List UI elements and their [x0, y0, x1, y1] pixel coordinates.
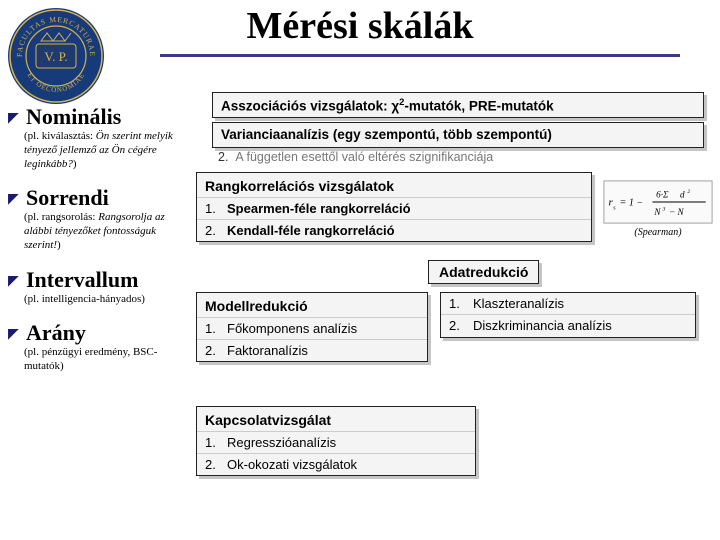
- row-number: 1.: [205, 435, 227, 450]
- scale-name: Sorrendi: [26, 185, 109, 210]
- page-title: Mérési skálák: [0, 0, 720, 48]
- row-number: 1.: [449, 296, 473, 311]
- svg-text:V. P.: V. P.: [44, 49, 67, 64]
- row-text: Kendall-féle rangkorreláció: [227, 223, 395, 238]
- note-lead: (pl. pénzügyi eredmény, BSC-mutatók): [24, 346, 157, 372]
- title-underline: [160, 54, 680, 57]
- row-text: Regresszióanalízis: [227, 435, 336, 450]
- note-lead: (pl. intelligencia-hányados): [24, 293, 145, 305]
- assoc-prefix: Asszociációs vizsgálatok:: [221, 99, 391, 114]
- model-head: Modellredukció: [197, 293, 427, 318]
- row-text: A független esettől való eltérés szignif…: [235, 150, 493, 164]
- seal-logo: FACULTAS MERCATURAE ET OECONOMIAE V. P.: [6, 6, 106, 106]
- bullet-icon: ◤: [8, 273, 22, 287]
- row-number: 2.: [205, 457, 227, 472]
- bullet-icon: ◤: [8, 110, 22, 124]
- scale-item: ◤ Arány (pl. pénzügyi eredmény, BSC-muta…: [8, 320, 188, 374]
- scale-name: Arány: [26, 320, 86, 345]
- bullet-icon: ◤: [8, 326, 22, 340]
- partially-hidden-row: 2. A független esettől való eltérés szig…: [218, 150, 704, 164]
- row-text: Ok-okozati vizsgálatok: [227, 457, 357, 472]
- row-number: 2.: [218, 150, 228, 164]
- rank-head: Rangkorrelációs vizsgálatok: [197, 173, 591, 198]
- note-trail: ): [57, 239, 61, 251]
- scale-item: ◤ Sorrendi (pl. rangsorolás: Rangsorolja…: [8, 185, 188, 252]
- relationship-box: Kapcsolatvizsgálat 1.Regresszióanalízis …: [196, 406, 476, 484]
- model-reduction-box: Modellredukció 1.Főkomponens analízis 2.…: [196, 292, 428, 370]
- svg-text:d: d: [680, 189, 685, 199]
- spearman-formula-box: r s = 1 − 6·Σ d 2 N 3 − N (Spearman): [600, 180, 716, 238]
- cluster-row: 2.Diszkriminancia analízis: [441, 315, 695, 337]
- row-text: Klaszteranalízis: [473, 296, 564, 311]
- model-row: 1.Főkomponens analízis: [197, 318, 427, 340]
- scale-item: ◤ Intervallum (pl. intelligencia-hányado…: [8, 267, 188, 307]
- svg-text:− N: − N: [669, 207, 684, 217]
- scale-note: (pl. rangsorolás: Rangsorolja az alábbi …: [24, 211, 188, 252]
- svg-text:2: 2: [687, 189, 690, 195]
- svg-text:= 1 −: = 1 −: [620, 198, 644, 209]
- cluster-box: 1.Klaszteranalízis 2.Diszkriminancia ana…: [440, 292, 696, 346]
- kapcs-row: 1.Regresszióanalízis: [197, 432, 475, 454]
- scale-item: ◤ Nominális (pl. kiválasztás: Ön szerint…: [8, 104, 188, 171]
- svg-text:N: N: [653, 207, 661, 217]
- rank-row: 1.Spearmen-féle rangkorreláció: [197, 198, 591, 220]
- assoc-suffix: -mutatók, PRE-mutatók: [404, 99, 553, 114]
- row-text: Faktoranalízis: [227, 343, 308, 358]
- note-trail: ): [73, 158, 77, 170]
- anova-box: Varianciaanalízis (egy szempontú, több s…: [212, 122, 704, 148]
- row-number: 2.: [449, 318, 473, 334]
- svg-text:3: 3: [662, 206, 666, 212]
- row-text: Spearmen-féle rangkorreláció: [227, 201, 411, 216]
- spearman-formula: r s = 1 − 6·Σ d 2 N 3 − N: [602, 180, 714, 224]
- row-number: 2.: [205, 343, 227, 358]
- note-lead: (pl. kiválasztás:: [24, 130, 96, 142]
- note-lead: (pl. rangsorolás:: [24, 211, 98, 223]
- rank-row: 2.Kendall-féle rangkorreláció: [197, 220, 591, 241]
- scale-note: (pl. pénzügyi eredmény, BSC-mutatók): [24, 346, 188, 374]
- row-number: 2.: [205, 223, 227, 238]
- scale-note: (pl. kiválasztás: Ön szerint melyik tény…: [24, 130, 188, 171]
- row-text: Főkomponens analízis: [227, 321, 357, 336]
- svg-text:6·Σ: 6·Σ: [656, 189, 669, 199]
- bullet-icon: ◤: [8, 191, 22, 205]
- kapcs-row: 2.Ok-okozati vizsgálatok: [197, 454, 475, 475]
- row-text: Diszkriminancia analízis: [473, 318, 612, 333]
- spearman-caption: (Spearman): [600, 227, 716, 238]
- row-number: 1.: [205, 201, 227, 216]
- model-row: 2.Faktoranalízis: [197, 340, 427, 361]
- scales-list: ◤ Nominális (pl. kiválasztás: Ön szerint…: [8, 104, 188, 388]
- assoc-box: Asszociációs vizsgálatok: χ2-mutatók, PR…: [212, 92, 704, 118]
- scale-name: Nominális: [26, 104, 121, 129]
- scale-note: (pl. intelligencia-hányados): [24, 293, 188, 307]
- scale-name: Intervallum: [26, 267, 138, 292]
- rank-correlation-box: Rangkorrelációs vizsgálatok 1.Spearmen-f…: [196, 172, 592, 242]
- datareduction-label: Adatredukció: [428, 260, 539, 284]
- cluster-row: 1.Klaszteranalízis: [441, 293, 695, 315]
- row-number: 1.: [205, 321, 227, 336]
- kapcs-head: Kapcsolatvizsgálat: [197, 407, 475, 432]
- chi-symbol: χ: [391, 99, 399, 114]
